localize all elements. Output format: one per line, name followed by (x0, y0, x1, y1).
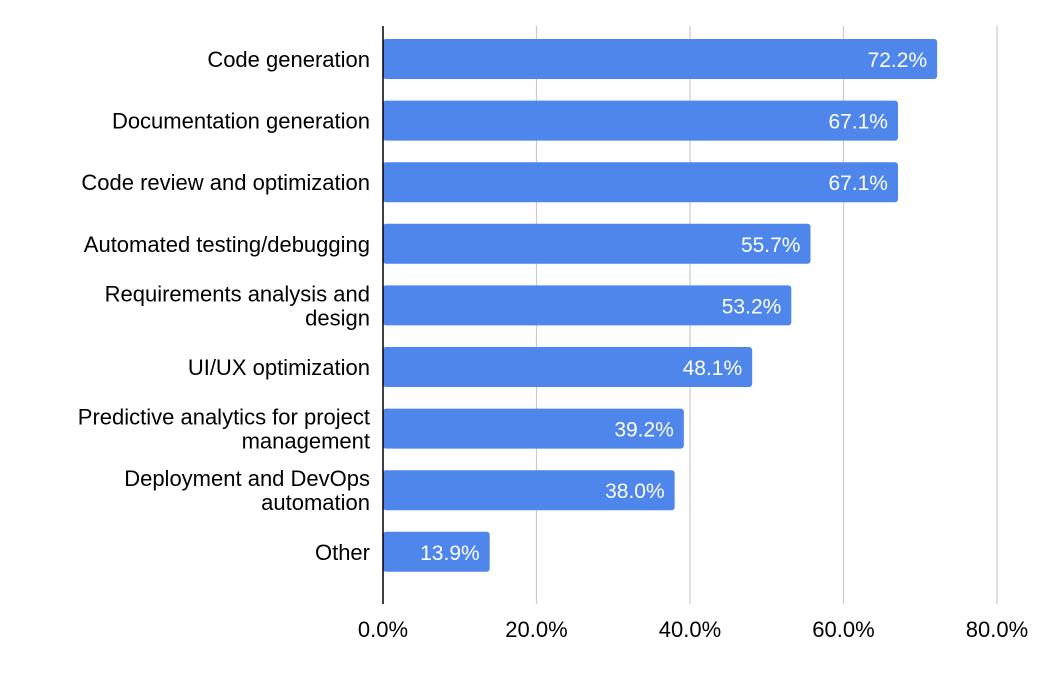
bar (383, 285, 792, 326)
x-tick-label: 0.0% (358, 617, 408, 642)
x-tick-label: 80.0% (966, 617, 1028, 642)
bar (383, 470, 675, 511)
category-label: Requirements analysis and (105, 281, 370, 306)
data-label: 55.7% (741, 234, 801, 257)
data-label: 67.1% (828, 172, 888, 195)
bar (383, 531, 490, 572)
category-labels: Code generation Documentation generation C… (78, 47, 370, 565)
data-label: 67.1% (828, 111, 888, 134)
data-label: 72.2% (868, 49, 928, 72)
category-label: UI/UX optimization (188, 355, 370, 380)
category-label: Automated testing/debugging (84, 232, 370, 257)
bar (383, 223, 811, 264)
bar (383, 39, 938, 79)
category-label: Code review and optimization (81, 170, 370, 195)
category-label: management (242, 429, 370, 454)
x-tick-labels: 0.0% 20.0% 40.0% 60.0% 80.0% (358, 617, 1028, 642)
category-label: Other (315, 540, 370, 565)
category-label: automation (261, 490, 370, 515)
x-tick-label: 60.0% (812, 617, 874, 642)
bar (383, 347, 753, 387)
data-label: 53.2% (722, 295, 782, 318)
category-label: design (305, 305, 370, 330)
data-label: 13.9% (420, 542, 480, 565)
data-label: 38.0% (605, 480, 665, 503)
category-label: Code generation (207, 47, 370, 72)
bar (383, 162, 898, 203)
bar (383, 100, 898, 141)
x-tick-label: 20.0% (505, 617, 567, 642)
x-tick-label: 40.0% (659, 617, 721, 642)
category-label: Documentation generation (112, 109, 370, 134)
bars: 72.2% 67.1% 67.1% 55.7% 53.2% 48.1% 39.2% 38.0%… (383, 39, 938, 572)
data-label: 48.1% (683, 357, 743, 380)
bar (383, 408, 684, 449)
data-label: 39.2% (614, 419, 674, 442)
category-label: Deployment and DevOps (124, 466, 370, 491)
category-label: Predictive analytics for project (78, 405, 370, 430)
